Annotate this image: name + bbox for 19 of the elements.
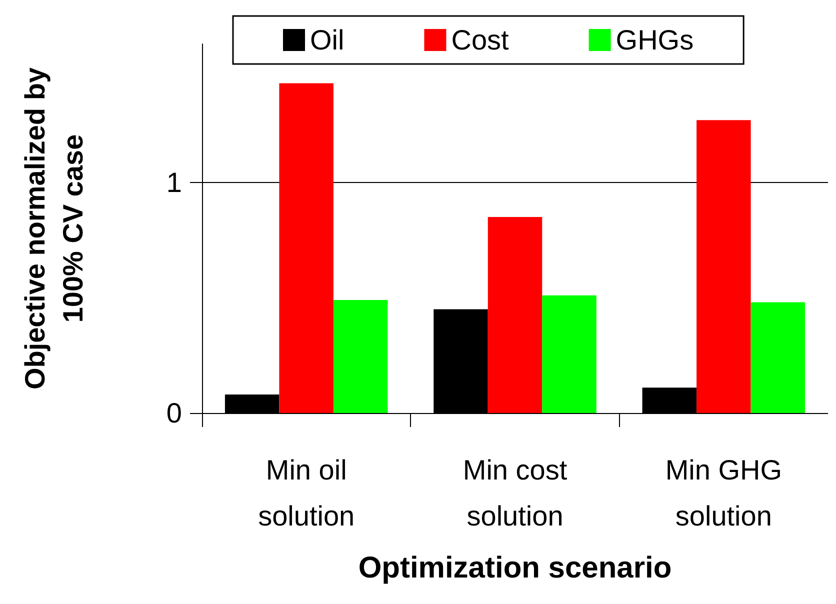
bar xyxy=(224,394,280,413)
bar xyxy=(542,295,596,413)
legend-label: GHGs xyxy=(616,24,694,56)
x-tick-label: Min cost solution xyxy=(462,454,568,532)
y-tick-label: 1 xyxy=(166,166,182,198)
bar xyxy=(333,300,388,413)
legend-label: Oil xyxy=(310,24,344,56)
bar xyxy=(696,120,751,413)
y-axis-title: Objective normalized by 100% CV case xyxy=(20,67,88,390)
bar xyxy=(642,388,697,413)
bar xyxy=(279,83,334,413)
bar xyxy=(488,216,542,413)
x-tick-label: Min GHG solution xyxy=(665,454,782,532)
legend-label: Cost xyxy=(451,24,510,56)
y-tick-label: 0 xyxy=(166,398,182,428)
bar xyxy=(434,309,488,413)
x-tick-label: Min oil solution xyxy=(258,454,355,532)
bar xyxy=(750,302,806,413)
x-axis-title: Optimization scenario xyxy=(358,552,672,584)
